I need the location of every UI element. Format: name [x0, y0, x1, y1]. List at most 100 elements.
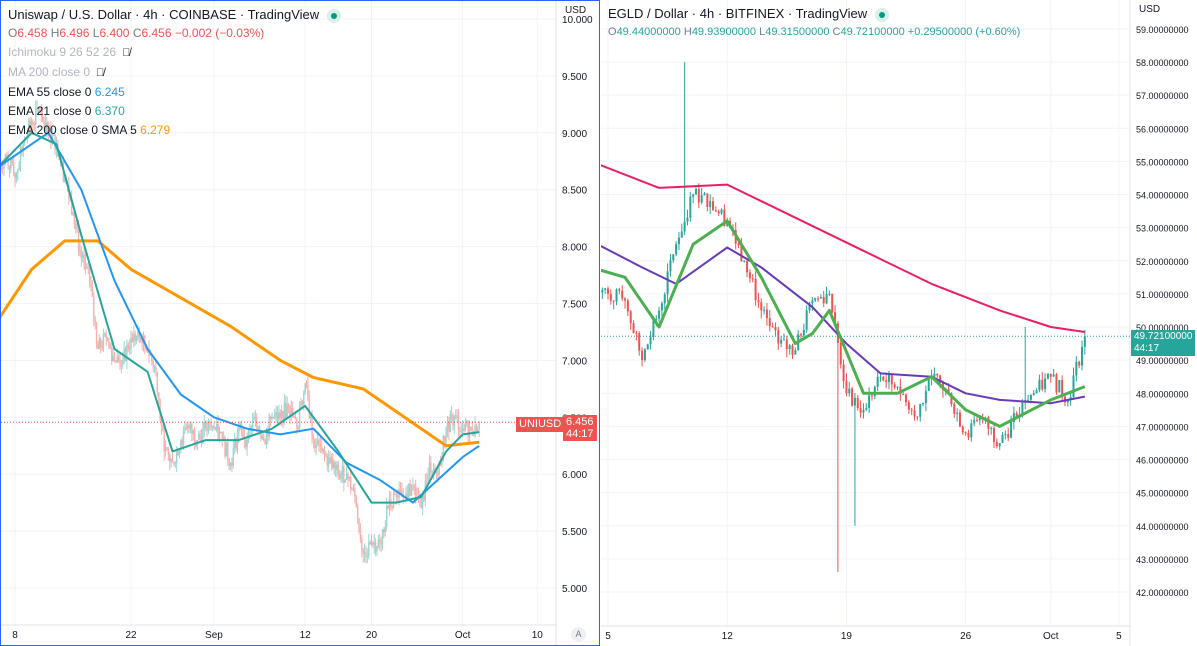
change-value: −0.002 (−0.03%)	[174, 26, 265, 40]
candle-body	[265, 430, 268, 445]
candle	[19, 145, 22, 172]
candle-body	[347, 474, 349, 479]
candle	[890, 373, 893, 392]
candle-body	[181, 440, 183, 446]
candle-body	[209, 421, 211, 424]
indicator-ema55[interactable]: EMA 55 close 0 6.245	[8, 83, 341, 102]
candle	[365, 545, 367, 564]
candle-body	[233, 438, 236, 448]
candle	[105, 329, 107, 346]
candle	[8, 165, 11, 178]
candle-body	[859, 407, 862, 413]
candle	[80, 246, 83, 267]
indicator-ma200[interactable]: MA 200 close 0 👁̸	[8, 63, 341, 83]
candle	[326, 453, 328, 472]
candle-body	[344, 480, 346, 483]
y-tick-label: 47.00000000	[1136, 422, 1189, 432]
candle-body	[40, 110, 42, 116]
candle-body	[350, 477, 352, 490]
candle	[369, 540, 371, 545]
candle-body	[210, 423, 212, 428]
candle-body	[126, 344, 128, 361]
candle	[229, 461, 232, 471]
candle	[305, 379, 308, 389]
candle-body	[293, 416, 295, 418]
candle	[641, 347, 644, 367]
candle-body	[3, 160, 5, 169]
candle-body	[993, 428, 996, 442]
candle	[368, 533, 370, 560]
candle-body	[198, 434, 200, 441]
candle-body	[156, 371, 159, 393]
candle	[138, 326, 141, 344]
indicator-ema200[interactable]: EMA 200 close 0 SMA 5 6.279	[8, 121, 341, 140]
candle	[464, 418, 467, 432]
candle	[848, 381, 851, 397]
candle	[449, 410, 451, 433]
auto-scale-button[interactable]: A	[571, 627, 586, 642]
chart-title: EGLD / Dollar · 4h · BITFINEX · TradingV…	[608, 6, 868, 21]
candle	[293, 415, 295, 419]
candle	[355, 494, 357, 508]
candle	[1075, 356, 1078, 382]
candle-body	[329, 457, 331, 463]
indicator-ichimoku[interactable]: Ichimoku 9 26 52 26 👁̸	[8, 43, 341, 63]
candle	[765, 303, 768, 326]
candle-body	[157, 392, 160, 400]
candle-body	[264, 440, 266, 445]
candle	[337, 460, 340, 480]
candle	[106, 336, 109, 342]
candle	[101, 340, 103, 351]
eye-hidden-icon[interactable]: 👁̸	[122, 47, 131, 59]
candle	[384, 520, 386, 537]
eye-hidden-icon[interactable]: 👁̸	[96, 67, 105, 79]
candle-body	[229, 462, 232, 466]
uniswap-chart-panel[interactable]: 5.0005.5006.0006.5007.0007.5008.0008.500…	[0, 0, 600, 646]
candle-body	[990, 428, 993, 430]
candle-body	[416, 495, 418, 497]
candle	[275, 405, 277, 423]
x-tick-label: 5	[605, 631, 611, 642]
candle	[953, 401, 956, 418]
candle	[352, 483, 355, 492]
candle	[743, 260, 746, 263]
candle-body	[870, 395, 873, 397]
candle	[993, 424, 996, 449]
candle-body	[1058, 380, 1061, 393]
candle	[298, 401, 301, 433]
egld-chart-panel[interactable]: 42.00000000 43.00000000 44.00000000 45.0000…	[601, 0, 1197, 646]
candle-body	[720, 209, 723, 214]
candle-body	[140, 337, 142, 342]
l-label: L	[759, 26, 766, 38]
candle-body	[245, 439, 247, 448]
candle	[119, 353, 121, 370]
candle	[666, 263, 669, 303]
candle-body	[839, 342, 842, 365]
candle	[380, 536, 382, 552]
indicator-ema21[interactable]: EMA 21 close 0 6.370	[8, 102, 341, 121]
candle-body	[632, 323, 635, 333]
candle	[48, 125, 51, 134]
candle	[164, 440, 167, 457]
candle-body	[692, 194, 695, 197]
candle	[995, 438, 998, 449]
candle-body	[442, 435, 445, 460]
candle-body	[427, 474, 429, 481]
candle-body	[456, 415, 458, 417]
candle-body	[970, 423, 973, 438]
candle	[629, 310, 632, 330]
candle-body	[166, 446, 168, 448]
candle	[47, 121, 49, 141]
candle-body	[624, 298, 627, 301]
candle	[140, 336, 142, 343]
candle	[856, 394, 859, 411]
candle-body	[151, 354, 153, 362]
candle-body	[873, 386, 876, 397]
candle	[350, 471, 352, 495]
candle	[621, 285, 624, 301]
candle-body	[21, 147, 23, 151]
candle-body	[362, 550, 364, 554]
candle-body	[434, 467, 436, 472]
egld-chart[interactable]: 42.00000000 43.00000000 44.00000000 45.0000…	[601, 0, 1197, 646]
candle-body	[1007, 434, 1010, 438]
